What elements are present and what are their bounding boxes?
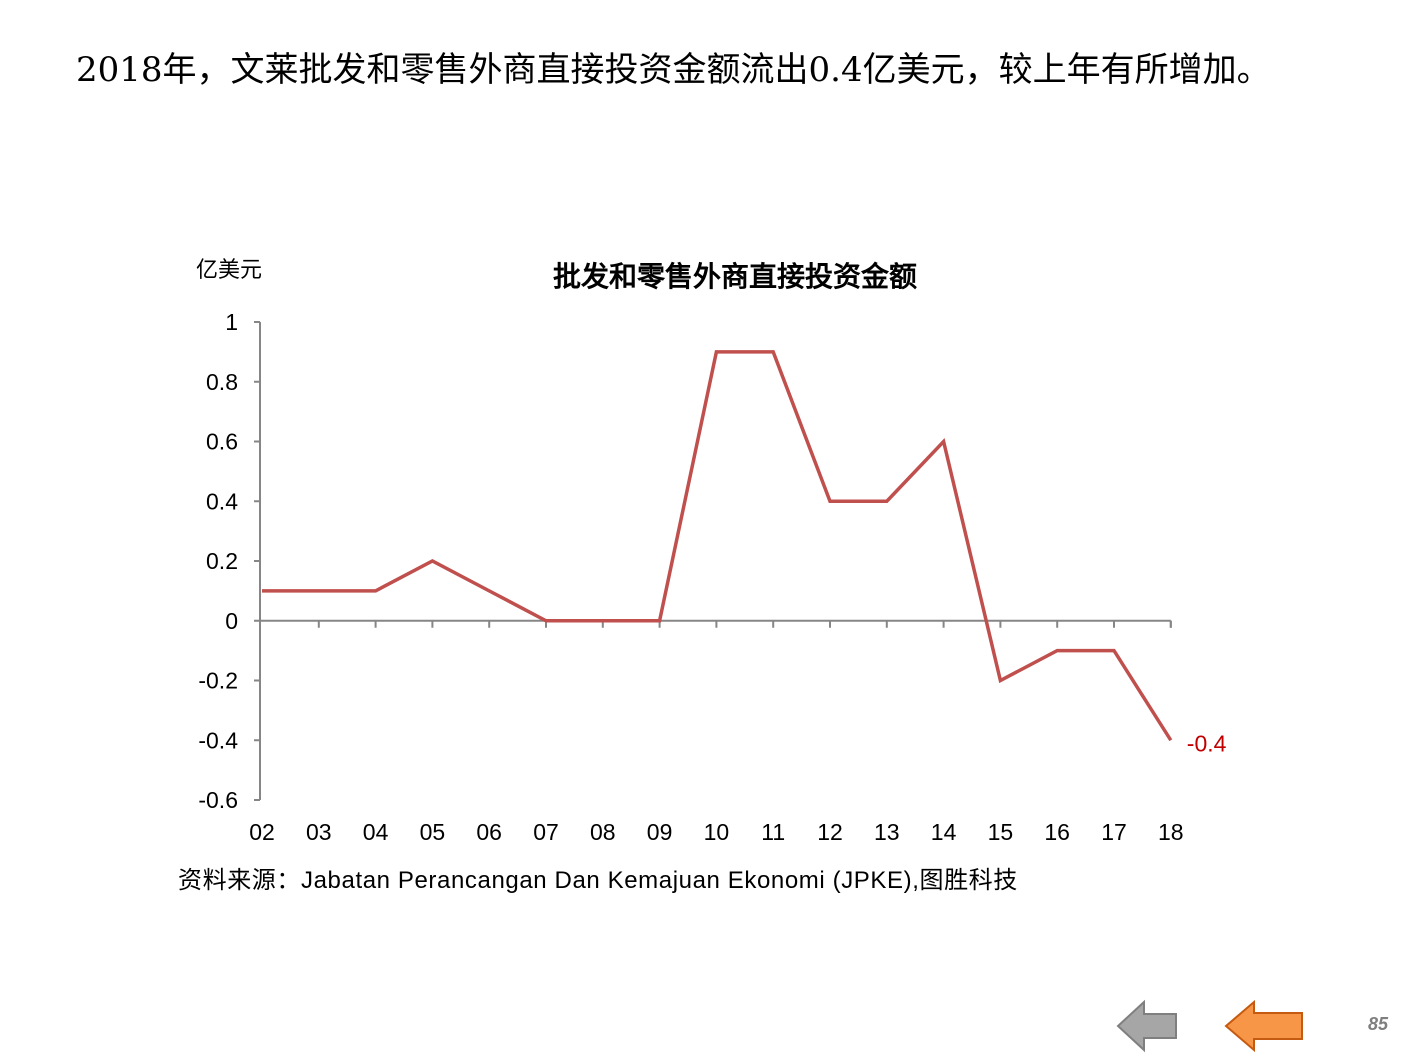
series-line [262,352,1171,740]
y-tick-label: 1 [225,309,238,335]
x-tick-label: 11 [761,819,785,845]
x-tick-label: 10 [704,819,730,845]
left-arrow-icon [1114,998,1180,1054]
y-tick-label: 0.6 [206,429,238,455]
y-tick-label: 0.8 [206,369,238,395]
x-tick-label: 18 [1158,819,1184,845]
x-tick-label: 17 [1101,819,1127,845]
x-tick-label: 14 [931,819,957,845]
left-arrow-icon [1222,998,1306,1054]
x-tick-label: 06 [476,819,502,845]
x-tick-label: 07 [533,819,559,845]
x-tick-label: 08 [590,819,616,845]
y-tick-label: 0 [225,608,238,634]
y-tick-label: -0.4 [198,727,238,753]
data-label: -0.4 [1187,730,1227,756]
x-tick-label: 12 [817,819,843,845]
x-tick-label: 04 [363,819,389,845]
x-tick-label: 15 [988,819,1014,845]
home-arrow-button[interactable] [1222,998,1306,1054]
y-tick-label: -0.6 [198,787,238,813]
chart-title: 批发和零售外商直接投资金额 [553,260,917,293]
x-tick-label: 13 [874,819,900,845]
page-number: 85 [1368,1014,1388,1035]
y-tick-label: -0.2 [198,668,238,694]
x-tick-label: 09 [647,819,673,845]
x-tick-label: 16 [1044,819,1070,845]
y-tick-label: 0.4 [206,488,238,514]
y-tick-label: 0.2 [206,548,238,574]
x-tick-label: 02 [249,819,275,845]
x-tick-label: 05 [420,819,446,845]
back-arrow-button[interactable] [1114,998,1180,1054]
y-axis-unit: 亿美元 [196,258,262,283]
source-note: 资料来源：Jabatan Perancangan Dan Kemajuan Ek… [178,860,1018,895]
x-tick-label: 03 [306,819,332,845]
